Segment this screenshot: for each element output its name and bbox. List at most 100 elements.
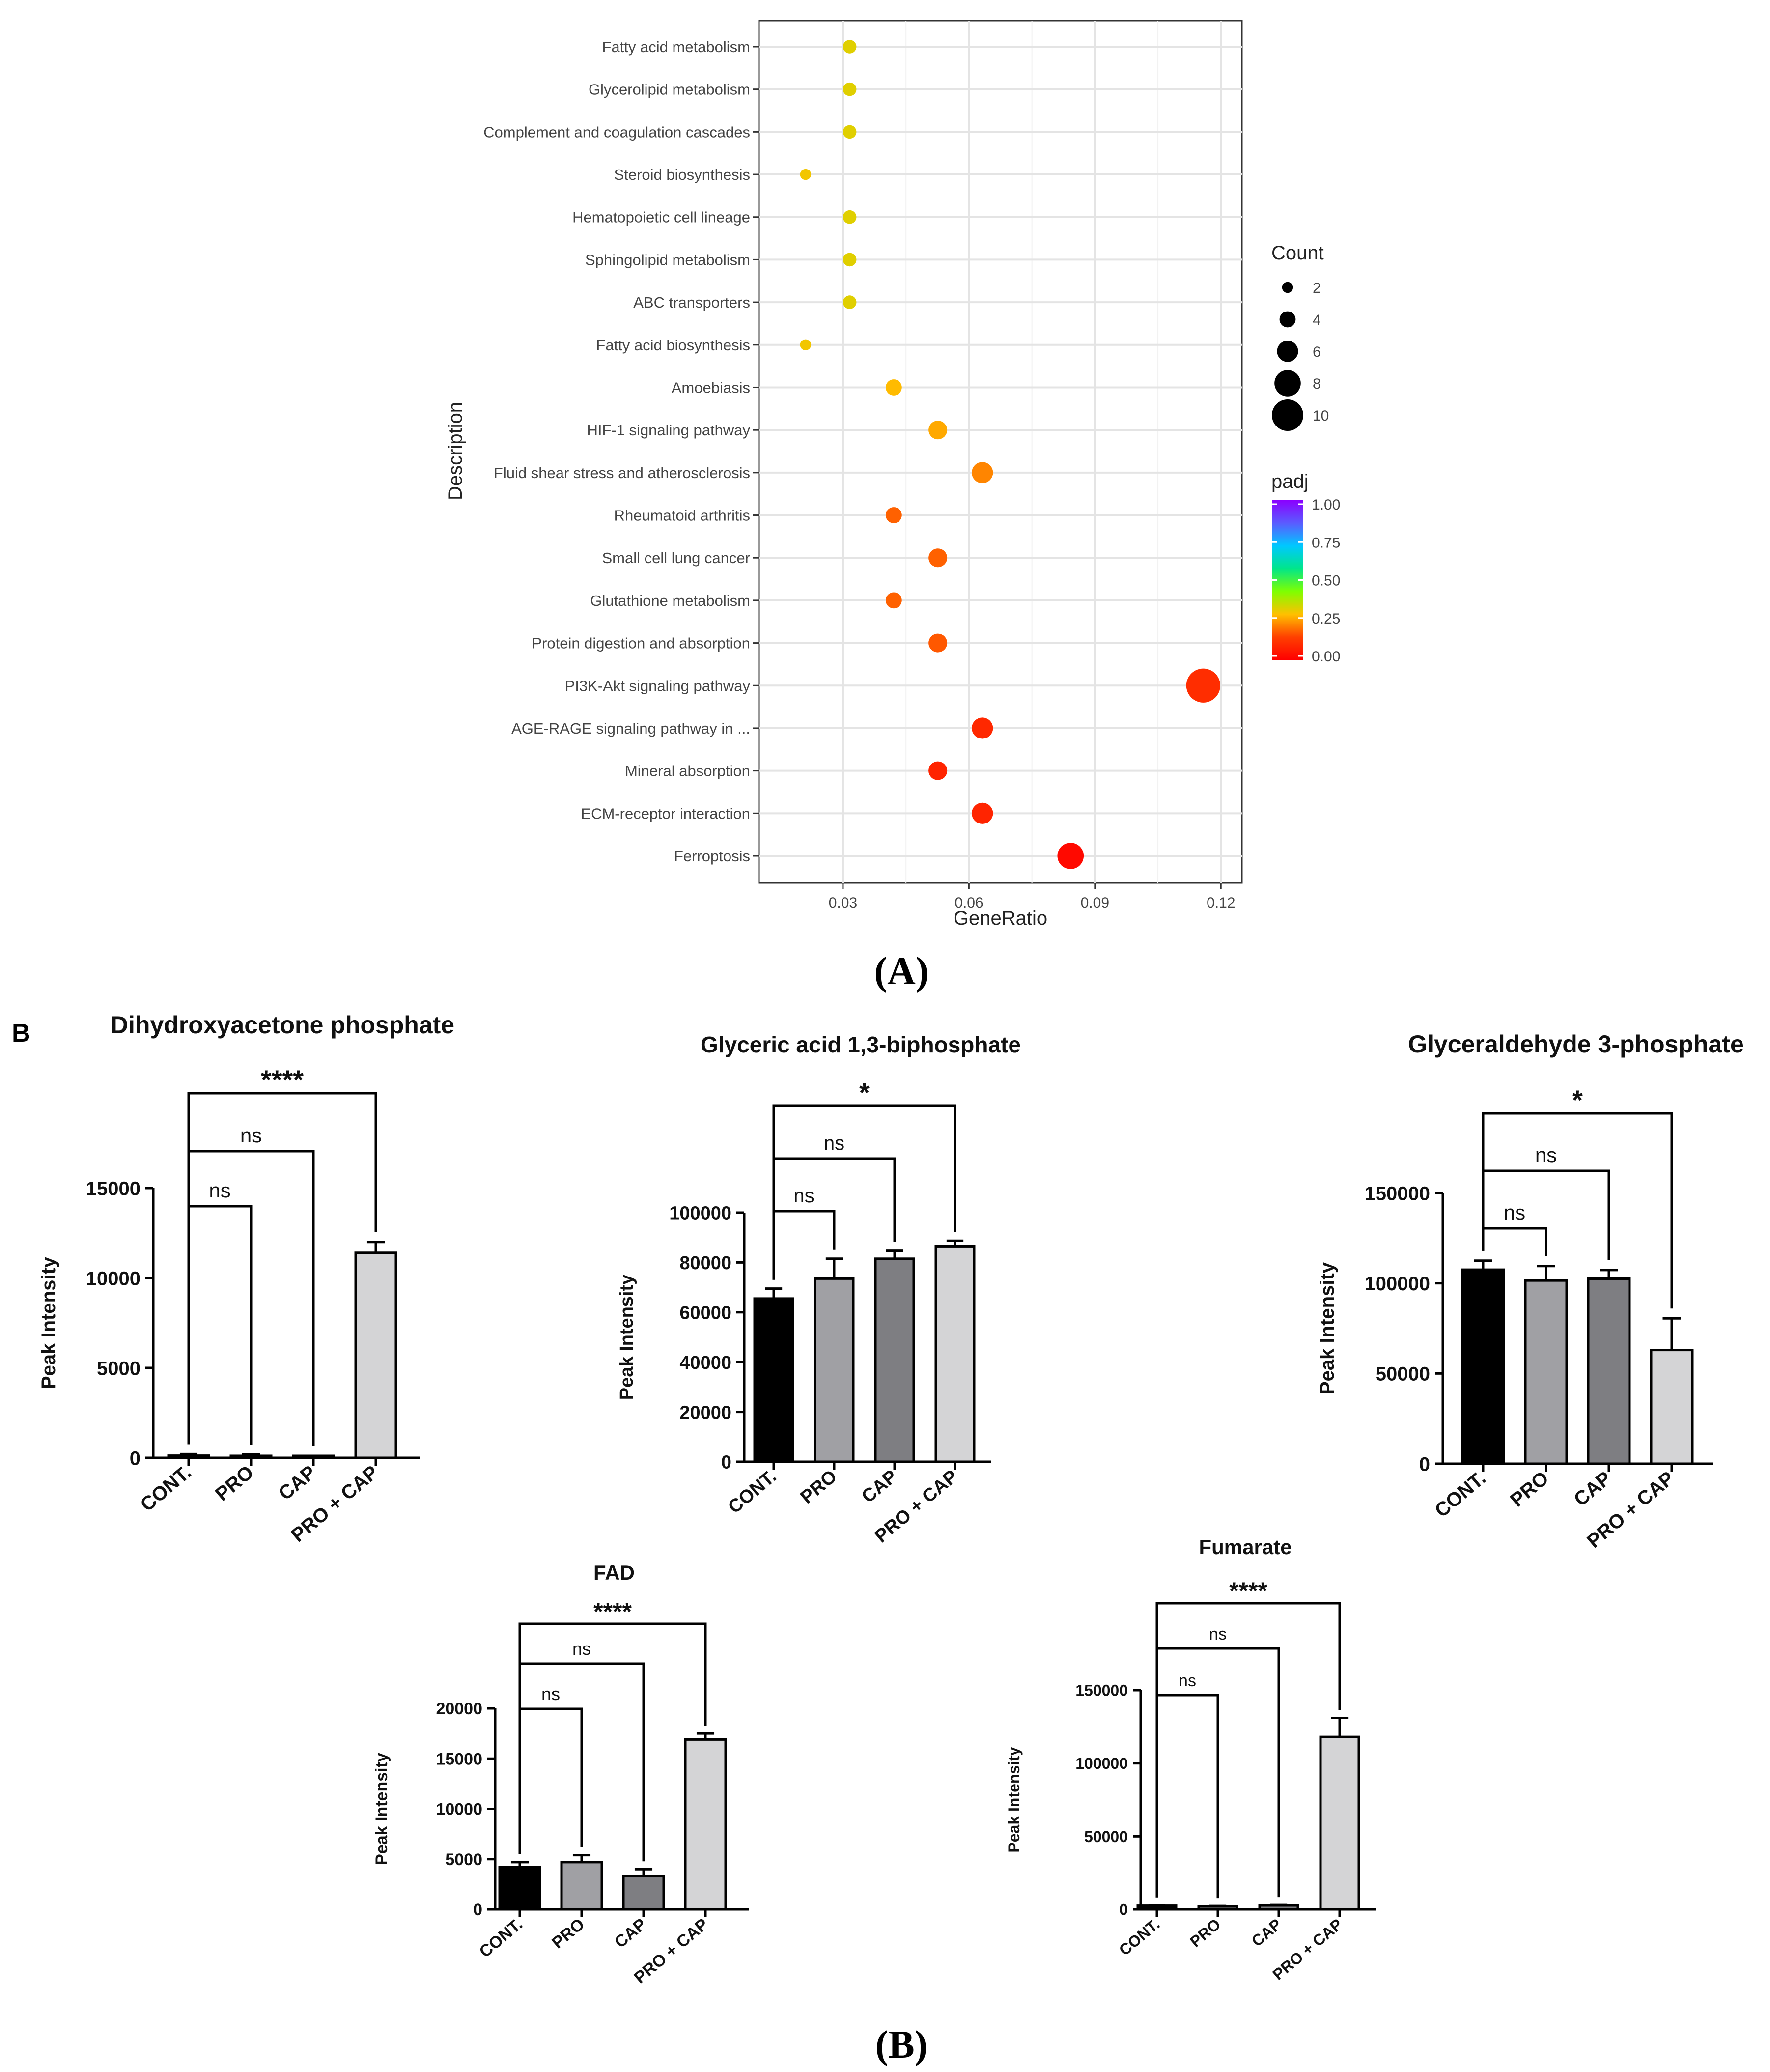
significance-label: * (859, 1078, 870, 1107)
bar-chart-glyceric-acid-1-3-biphosphate: Glyceric acid 1,3-biphosphate Peak Intens… (617, 1032, 1021, 1547)
bar-chart-dihydroxyacetone-phosphate: Dihydroxyacetone phosphate Peak Intensity… (38, 1011, 454, 1546)
point-age-rage-signaling-pathway-in (972, 717, 993, 739)
panel-a-dotplot: Fatty acid metabolism Glycerolipid metabo… (445, 20, 1340, 993)
y-tick-label: 100000 (669, 1203, 731, 1224)
y-tick-label: 5000 (97, 1358, 140, 1379)
significance-label: ns (240, 1124, 262, 1147)
significance-bracket (1482, 1227, 1547, 1256)
padj-legend-label: 0.75 (1312, 535, 1340, 551)
bar-cont (167, 1454, 210, 1459)
x-tick-label-cap: CAP (1570, 1467, 1616, 1510)
point-fatty-acid-metabolism (843, 40, 857, 54)
x-tick-label-cont: CONT. (476, 1915, 527, 1961)
y-tick-label: 50000 (1084, 1828, 1128, 1845)
significance-label: ns (1209, 1625, 1227, 1644)
significance-label: ns (1504, 1201, 1525, 1224)
y-tick-label: 0 (1419, 1453, 1430, 1475)
x-tick-label-pro: PRO (548, 1915, 588, 1952)
point-fatty-acid-biosynthesis (800, 339, 812, 350)
category-label-small-cell-lung-cancer: Small cell lung cancer (602, 549, 750, 567)
dotplot-y-axis-title: Description (445, 402, 466, 500)
point-hif-1-signaling-pathway (928, 421, 948, 440)
category-label-ecm-receptor-interaction: ECM-receptor interaction (581, 805, 750, 822)
count-legend-dot-4 (1279, 311, 1296, 328)
bar-pro (229, 1454, 273, 1459)
category-label-steroid-biosynthesis: Steroid biosynthesis (614, 166, 750, 183)
dotplot-gridlines (759, 21, 1242, 883)
panel-b-letter: B (12, 1019, 30, 1048)
x-tick-label-cap: CAP (858, 1466, 901, 1507)
bar-cont (498, 1866, 541, 1911)
bar-pro (1524, 1279, 1568, 1465)
y-tick-label: 150000 (1075, 1682, 1128, 1700)
y-tick-label: 15000 (86, 1178, 140, 1199)
category-label-complement-and-coagulation-cascades: Complement and coagulation cascades (483, 123, 750, 141)
y-tick-label: 100000 (1365, 1273, 1430, 1295)
y-tick-label: 80000 (679, 1253, 731, 1274)
y-axis-title: Peak Intensity (38, 1256, 59, 1389)
count-legend-title: Count (1271, 242, 1324, 264)
y-axis-title: Peak Intensity (617, 1275, 637, 1400)
x-tick-label-pro: PRO (1186, 1915, 1224, 1951)
bar-pro-cap (354, 1251, 397, 1459)
chart-title: FAD (593, 1561, 635, 1584)
significance-label: **** (261, 1064, 304, 1095)
count-legend-dot-8 (1274, 370, 1301, 397)
count-legend-dot-10 (1272, 399, 1303, 431)
bar-chart-fumarate: Fumarate Peak Intensity 0 50000 100000 150000… (1005, 1535, 1376, 1984)
significance-bracket (187, 1092, 377, 1445)
x-tick-label-cap: CAP (1248, 1915, 1285, 1950)
significance-label: ns (824, 1133, 844, 1154)
significance-label: ns (1179, 1672, 1196, 1690)
category-label-age-rage-signaling-pathway-in: AGE-RAGE signaling pathway in ... (511, 720, 750, 737)
dotplot-plot-area (758, 20, 1243, 884)
significance-label: ns (209, 1179, 230, 1202)
significance-label: * (1572, 1084, 1583, 1115)
count-legend-dot-6 (1277, 341, 1298, 362)
x-tick-label-cont: CONT. (1431, 1467, 1490, 1522)
category-label-fluid-shear-stress-and-atherosclerosis: Fluid shear stress and atherosclerosis (494, 464, 750, 482)
significance-bracket (1155, 1602, 1341, 1898)
bar-pro-cap (1650, 1349, 1694, 1465)
bar-chart-fad: FAD Peak Intensity 0 5000 10000 15000 20000 CON… (372, 1561, 749, 1987)
point-sphingolipid-metabolism (843, 253, 857, 267)
padj-legend-label: 1.00 (1312, 497, 1340, 513)
point-steroid-biosynthesis (800, 169, 812, 180)
padj-legend-label: 0.00 (1312, 649, 1340, 665)
significance-bracket (772, 1104, 956, 1280)
bar-pro-cap (934, 1245, 976, 1463)
x-tick-label-pro: PRO (797, 1466, 841, 1508)
dotplot-points (800, 40, 1220, 869)
point-ecm-receptor-interaction (972, 802, 993, 824)
significance-label: **** (1229, 1577, 1267, 1605)
x-tick-label: 0.06 (955, 895, 983, 911)
x-tick-label-pro: PRO (1506, 1467, 1553, 1511)
significance-label: **** (593, 1598, 632, 1625)
x-tick-label-cont: CONT. (724, 1466, 780, 1518)
category-label-sphingolipid-metabolism: Sphingolipid metabolism (585, 251, 750, 268)
bar-cap (1587, 1277, 1631, 1465)
bar-pro (560, 1861, 603, 1911)
x-tick-label-cap: CAP (275, 1461, 320, 1504)
y-tick-label: 20000 (436, 1700, 482, 1718)
significance-label: ns (793, 1185, 814, 1207)
chart-title: Dihydroxyacetone phosphate (111, 1011, 454, 1039)
dotplot-category-labels: Fatty acid metabolism Glycerolipid metabo… (483, 38, 759, 865)
significance-label: ns (541, 1684, 560, 1704)
category-label-hif-1-signaling-pathway: HIF-1 signaling pathway (587, 422, 750, 439)
bar-pro-cap (1319, 1735, 1360, 1911)
significance-label: ns (1535, 1143, 1557, 1166)
chart-title: Glyceric acid 1,3-biphosphate (701, 1032, 1021, 1057)
y-axis-title: Peak Intensity (372, 1753, 391, 1865)
point-glycerolipid-metabolism (843, 82, 857, 96)
category-label-hematopoietic-cell-lineage: Hematopoietic cell lineage (572, 209, 750, 226)
panel-b-caption: (B) (875, 2023, 928, 2067)
bar-chart-glyceraldehyde-3-phosphate: Glyceraldehyde 3-phosphate Peak Intensity… (1317, 1030, 1744, 1552)
y-tick-label: 0 (473, 1901, 482, 1919)
category-label-abc-transporters: ABC transporters (633, 294, 750, 311)
bar-cont (1461, 1268, 1505, 1465)
y-tick-label: 0 (721, 1452, 731, 1473)
significance-bracket (1482, 1112, 1673, 1309)
point-protein-digestion-and-absorption (928, 633, 948, 653)
